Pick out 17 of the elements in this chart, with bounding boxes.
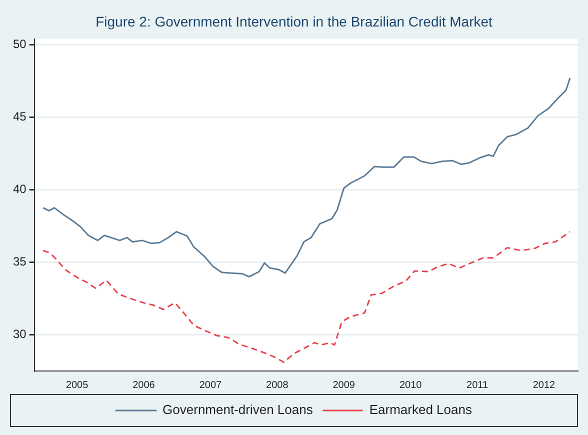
x-tick-label: 2009 (332, 380, 356, 391)
y-tick-label: 30 (12, 327, 27, 342)
y-tick-label: 45 (12, 109, 27, 124)
x-tick-label: 2005 (66, 380, 89, 391)
x-tick-label: 2008 (266, 380, 289, 391)
chart-title: Figure 2: Government Intervention in the Brazilian Credit Market (96, 13, 493, 30)
x-tick-label: 2010 (399, 380, 422, 391)
y-tick-label: 35 (12, 254, 27, 269)
legend-label: Earmarked Loans (369, 402, 472, 418)
legend-label: Government-driven Loans (162, 402, 314, 418)
x-tick-label: 2011 (466, 380, 488, 391)
x-tick-label: 2006 (132, 380, 156, 391)
y-tick-label: 50 (12, 36, 27, 51)
x-tick-label: 2007 (199, 380, 222, 391)
x-tick-label: 2012 (532, 380, 556, 391)
line-series (42, 230, 571, 364)
y-tick-label: 40 (12, 182, 27, 196)
